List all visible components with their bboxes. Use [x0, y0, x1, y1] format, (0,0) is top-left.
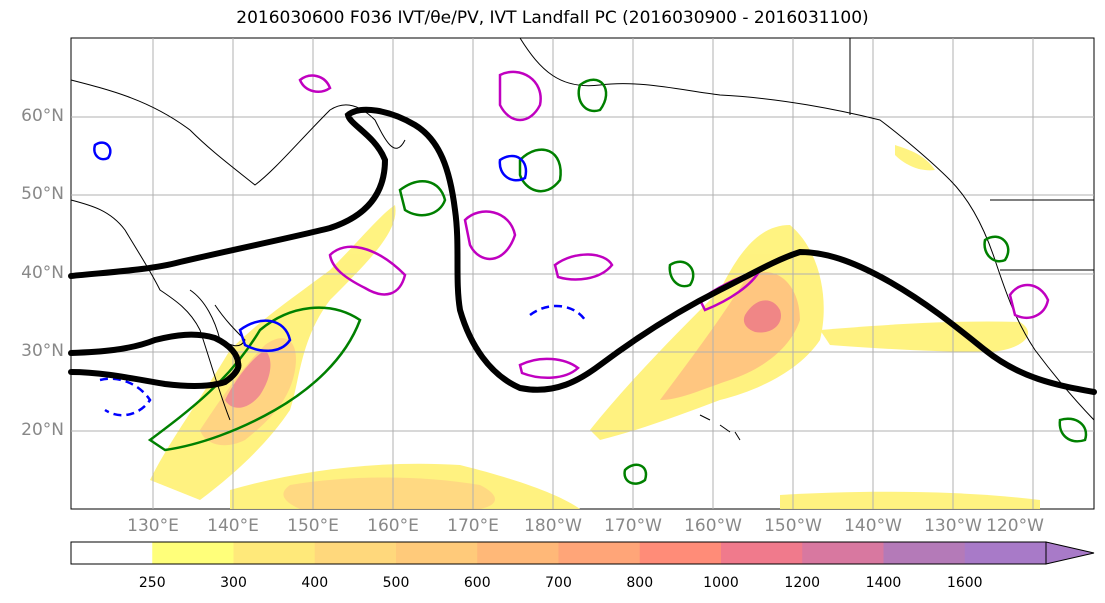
lon-label-130w: 130°W — [924, 516, 982, 536]
magenta-aleutian-1 — [498, 70, 542, 122]
colorbar-tick-label: 1600 — [946, 575, 983, 591]
magenta-small — [298, 74, 332, 93]
lon-label-160w: 160°W — [684, 516, 742, 536]
colorbar-segment — [71, 542, 153, 564]
lon-label-120w: 120°W — [986, 516, 1044, 536]
theta-e-se — [1058, 417, 1088, 443]
theta-e-west-coast — [983, 235, 1010, 263]
pv-aleutian — [498, 154, 528, 182]
ivt-plume-west-max — [225, 350, 271, 408]
lon-label-130e: 130°E — [127, 516, 179, 536]
colorbar-segment — [396, 542, 478, 564]
lon-label-140w: 140°W — [844, 516, 902, 536]
map-title: 2016030600 F036 IVT/θe/PV, IVT Landfall … — [236, 8, 869, 28]
lat-label-20: 20°N — [21, 420, 64, 440]
ivt-east-south — [780, 491, 1040, 509]
ivt-alaska — [895, 145, 935, 171]
colorbar-segment — [802, 542, 884, 564]
colorbar-tick-label: 600 — [463, 575, 491, 591]
colorbar-tick-label: 1200 — [784, 575, 821, 591]
ivt-south-band-core — [283, 477, 495, 509]
landfall-pc-contours — [68, 106, 1097, 395]
colorbar — [70, 541, 1095, 565]
coast-asia — [70, 199, 231, 421]
lat-label-30: 30°N — [21, 341, 64, 361]
magenta-kamchatka — [328, 245, 407, 296]
lon-label-150w: 150°W — [764, 516, 822, 536]
pv-japan — [238, 319, 292, 352]
colorbar-tick-label: 1400 — [865, 575, 902, 591]
colorbar-extend-arrow — [1045, 541, 1095, 565]
colorbar-tick-label: 1000 — [703, 575, 739, 591]
coast-japan — [189, 289, 246, 347]
colorbar-segment — [964, 542, 1047, 564]
lon-label-170w: 170°W — [604, 516, 662, 536]
magenta-west-coast — [1008, 283, 1050, 319]
colorbar-segment — [152, 542, 234, 564]
lon-label-150e: 150°E — [287, 516, 339, 536]
theta-e-central — [668, 260, 695, 288]
landfall-pc-south-1 — [68, 331, 241, 366]
pv-dashed-2 — [529, 304, 587, 321]
border-canada — [849, 38, 1094, 271]
coast-kamchatka-siberia — [70, 79, 406, 186]
pv-dashed-1 — [99, 377, 152, 417]
colorbar-segment — [558, 542, 641, 564]
magenta-aleutian-2 — [463, 210, 517, 261]
colorbar-outline — [70, 541, 1047, 565]
colorbar-segment — [721, 542, 803, 564]
lat-label-50: 50°N — [21, 184, 64, 204]
colorbar-tick-label: 800 — [626, 575, 654, 591]
pv-contours — [93, 141, 587, 417]
lon-label-170e: 170°E — [447, 516, 499, 536]
colorbar-tick-label: 250 — [138, 575, 166, 591]
colorbar-segment — [639, 542, 722, 564]
magenta-mid — [553, 253, 614, 281]
colorbar-segment — [314, 542, 397, 564]
lat-label-40: 40°N — [21, 263, 64, 283]
ivt-plume-central-max — [743, 300, 781, 333]
coast-alaska — [519, 37, 951, 181]
landfall-pc-north — [68, 106, 1097, 395]
theta-e-alaska — [577, 78, 608, 113]
colorbar-tick-label: 500 — [382, 575, 410, 591]
lat-label-60: 60°N — [21, 106, 64, 126]
theta-e-south — [623, 463, 648, 485]
colorbar-tick-label: 400 — [301, 575, 329, 591]
colorbar-tick-label: 300 — [220, 575, 247, 591]
theta-e-japan — [147, 306, 362, 452]
colorbar-tick-label: 700 — [545, 575, 572, 591]
colorbar-segment — [883, 542, 966, 564]
theta-e-aleutian — [518, 148, 562, 193]
pv-small — [93, 141, 112, 161]
coast-hawaii — [699, 414, 741, 441]
theta-e-contours — [147, 78, 1088, 485]
magenta-south — [518, 357, 580, 379]
theta-e-siberia — [398, 180, 447, 217]
lon-label-160e: 160°E — [367, 516, 419, 536]
lon-label-180w: 180°W — [524, 516, 582, 536]
colorbar-segment — [233, 542, 316, 564]
landfall-pc-south-2 — [68, 360, 242, 390]
lon-label-140e: 140°E — [207, 516, 259, 536]
colorbar-segment — [477, 542, 559, 564]
